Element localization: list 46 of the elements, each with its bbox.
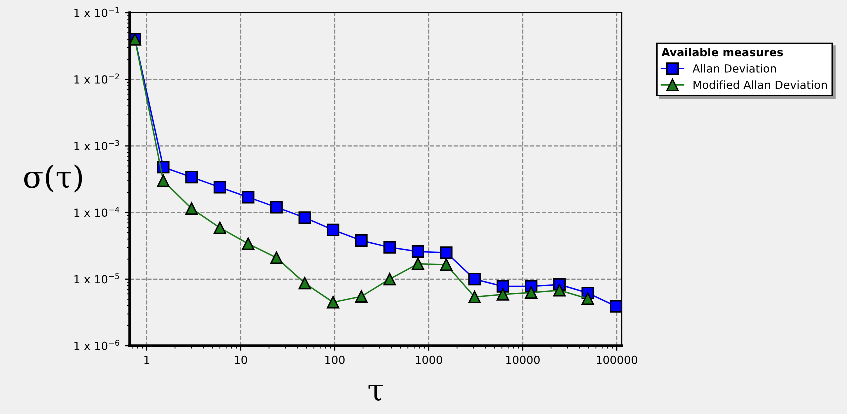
point xyxy=(270,201,283,214)
y-tick-label: 1 x 10$^{−4}$ xyxy=(74,207,120,218)
point xyxy=(270,252,283,264)
point xyxy=(355,290,368,303)
point xyxy=(355,234,368,248)
x-tick-label: 100000 xyxy=(597,356,638,364)
point xyxy=(440,258,453,272)
y-tick-label: 1 x 10$^{−3}$ xyxy=(74,140,120,150)
x-tick-label: 10000 xyxy=(506,356,540,364)
point xyxy=(384,241,396,254)
x-tick-label: 100 xyxy=(326,356,345,364)
point xyxy=(327,224,340,236)
y-axis-title: σ(τ) xyxy=(24,164,82,193)
legend-label: Allan Deviation xyxy=(692,64,776,73)
point xyxy=(582,292,594,306)
point xyxy=(412,246,424,258)
point xyxy=(610,300,622,313)
y-tick-label: 1 x 10$^{−2}$ xyxy=(74,74,120,84)
point xyxy=(298,212,312,224)
point xyxy=(412,258,424,270)
point xyxy=(468,290,482,304)
point xyxy=(157,174,170,188)
x-axis-title: τ xyxy=(368,384,384,401)
point xyxy=(242,238,255,250)
point xyxy=(327,296,340,309)
point xyxy=(496,288,510,301)
point xyxy=(525,286,538,300)
legend-label: Modified Allan Deviation xyxy=(694,80,828,90)
point xyxy=(384,273,396,286)
point xyxy=(496,280,510,293)
point xyxy=(214,181,226,194)
point xyxy=(553,284,566,297)
point xyxy=(186,171,198,184)
point xyxy=(242,191,255,204)
point xyxy=(468,273,482,286)
y-tick-label: 1 x 10$^{−5}$ xyxy=(74,274,120,284)
x-tick-label: 10 xyxy=(235,356,248,364)
point xyxy=(214,222,226,234)
y-tick-label: 1 x 10$^{−6}$ xyxy=(74,340,120,350)
point xyxy=(440,246,453,260)
point xyxy=(186,202,198,216)
x-tick-label: 1000 xyxy=(416,356,442,364)
legend-title: Available measures xyxy=(662,48,784,57)
y-tick-label: 1 x 10$^{−1}$ xyxy=(74,7,120,18)
point xyxy=(298,277,312,290)
x-tick-label: 1 xyxy=(144,356,150,364)
